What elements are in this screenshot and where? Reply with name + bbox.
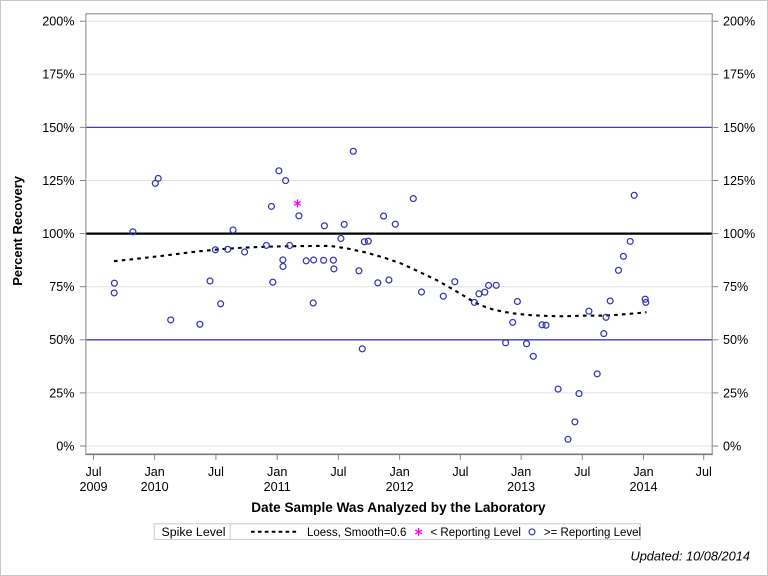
- svg-text:Jan: Jan: [144, 465, 164, 479]
- svg-text:2013: 2013: [507, 480, 535, 494]
- svg-text:0%: 0%: [56, 439, 74, 453]
- svg-text:175%: 175%: [723, 68, 755, 82]
- svg-text:Spike Level: Spike Level: [162, 525, 226, 539]
- svg-text:50%: 50%: [723, 333, 748, 347]
- svg-text:2010: 2010: [141, 480, 169, 494]
- svg-text:100%: 100%: [42, 227, 74, 241]
- svg-text:2011: 2011: [264, 480, 291, 494]
- svg-text:125%: 125%: [723, 174, 755, 188]
- svg-text:25%: 25%: [49, 386, 74, 400]
- svg-text:< Reporting Level: < Reporting Level: [431, 527, 521, 539]
- svg-text:25%: 25%: [723, 386, 748, 400]
- svg-text:175%: 175%: [42, 68, 74, 82]
- svg-text:2009: 2009: [79, 480, 107, 494]
- svg-text:Date Sample Was Analyzed by th: Date Sample Was Analyzed by the Laborato…: [251, 500, 546, 515]
- svg-text:Percent Recovery: Percent Recovery: [10, 175, 25, 286]
- svg-text:Jan: Jan: [633, 465, 653, 479]
- svg-text:200%: 200%: [723, 15, 755, 29]
- svg-text:Jul: Jul: [696, 465, 712, 479]
- svg-text:150%: 150%: [42, 121, 74, 135]
- svg-text:Loess, Smooth=0.6: Loess, Smooth=0.6: [307, 527, 406, 539]
- svg-text:0%: 0%: [723, 439, 741, 453]
- svg-text:Jul: Jul: [330, 465, 346, 479]
- svg-text:200%: 200%: [42, 15, 74, 29]
- svg-text:Jan: Jan: [511, 465, 531, 479]
- svg-text:100%: 100%: [723, 227, 755, 241]
- svg-text:Jul: Jul: [452, 465, 468, 479]
- svg-text:150%: 150%: [723, 121, 755, 135]
- svg-text:2014: 2014: [629, 480, 657, 494]
- svg-text:Jul: Jul: [208, 465, 224, 479]
- svg-text:75%: 75%: [723, 280, 748, 294]
- svg-text:50%: 50%: [49, 333, 74, 347]
- svg-text:Jan: Jan: [389, 465, 409, 479]
- svg-text:Updated: 10/08/2014: Updated: 10/08/2014: [630, 549, 750, 564]
- svg-text:Jul: Jul: [85, 465, 101, 479]
- svg-text:>= Reporting Level: >= Reporting Level: [544, 527, 641, 539]
- svg-text:2012: 2012: [386, 480, 414, 494]
- svg-text:125%: 125%: [42, 174, 74, 188]
- svg-text:Jul: Jul: [574, 465, 590, 479]
- svg-text:Jan: Jan: [267, 465, 287, 479]
- svg-text:75%: 75%: [49, 280, 74, 294]
